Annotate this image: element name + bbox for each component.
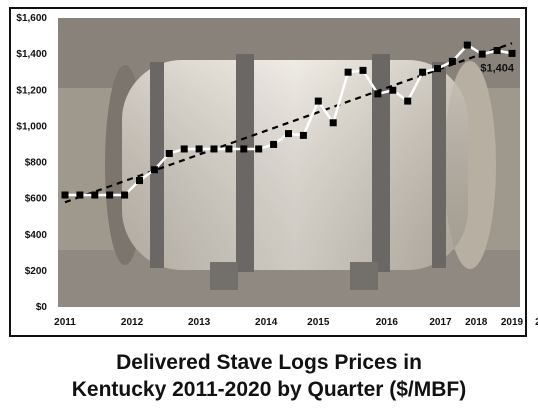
data-point-marker (508, 49, 516, 57)
x-tick-label: 2015 (307, 317, 330, 328)
barrel-photo (58, 18, 520, 307)
data-point-marker (255, 145, 263, 153)
y-axis-ticks: $0 $200 $400 $600 $800 $1,000 $1,200 $1,… (16, 13, 47, 313)
y-tick-label: $0 (36, 302, 48, 313)
data-point-marker (91, 191, 99, 199)
data-point-marker (493, 47, 501, 55)
data-point-marker (180, 145, 188, 153)
y-tick-label: $200 (25, 266, 48, 277)
data-point-marker (448, 57, 456, 65)
last-value-annotation: $1,404 (480, 62, 515, 74)
trend-layer (64, 42, 513, 204)
data-point-marker (329, 119, 337, 127)
data-point-marker (121, 191, 129, 199)
x-tick-label: 2017 (429, 317, 452, 328)
data-point-marker (225, 145, 233, 153)
x-tick-label: 2018 (465, 317, 488, 328)
data-point-marker (210, 145, 218, 153)
data-point-marker (136, 177, 143, 185)
data-point-marker (419, 68, 427, 76)
data-point-marker (463, 41, 471, 49)
x-tick-label: 2016 (376, 317, 399, 328)
y-tick-label: $800 (25, 158, 48, 169)
y-tick-label: $1,600 (16, 13, 47, 24)
x-tick-label: 2020 (535, 317, 538, 328)
data-point-marker (374, 90, 382, 98)
data-point-marker (344, 68, 352, 76)
x-tick-label: 2011 (54, 317, 76, 328)
data-point-marker (270, 140, 278, 148)
data-point-marker (76, 191, 84, 199)
data-point-marker (285, 130, 292, 138)
y-tick-label: $1,000 (16, 121, 47, 132)
data-point-marker (106, 191, 114, 199)
data-point-marker (150, 166, 158, 174)
data-point-marker (299, 131, 307, 139)
data-point-marker (165, 149, 173, 157)
y-tick-label: $1,400 (16, 49, 47, 60)
y-tick-label: $1,200 (16, 85, 47, 96)
data-point-marker (389, 86, 397, 94)
data-point-marker (359, 66, 367, 74)
data-point-marker (61, 191, 69, 199)
data-point-marker (314, 97, 322, 105)
data-point-marker (404, 97, 412, 105)
y-tick-label: $400 (25, 230, 48, 241)
marker-layer (61, 41, 516, 199)
x-tick-label: 2014 (255, 317, 278, 328)
x-tick-label: 2012 (121, 317, 144, 328)
data-point-marker (240, 145, 248, 153)
x-tick-label: 2013 (188, 317, 211, 328)
x-tick-label: 2019 (501, 317, 524, 328)
y-tick-label: $600 (25, 194, 48, 205)
data-point-marker (434, 65, 441, 73)
chart-title-line-2: Kentucky 2011-2020 by Quarter ($/MBF) (71, 378, 467, 401)
trend-line (64, 42, 513, 204)
x-axis-ticks: 2011 2012 2013 2014 2015 2016 2017 2018 … (54, 317, 538, 328)
chart-title-line-1: Delivered Stave Logs Prices in (116, 351, 422, 374)
data-point-marker (195, 145, 203, 153)
data-point-marker (478, 50, 486, 58)
